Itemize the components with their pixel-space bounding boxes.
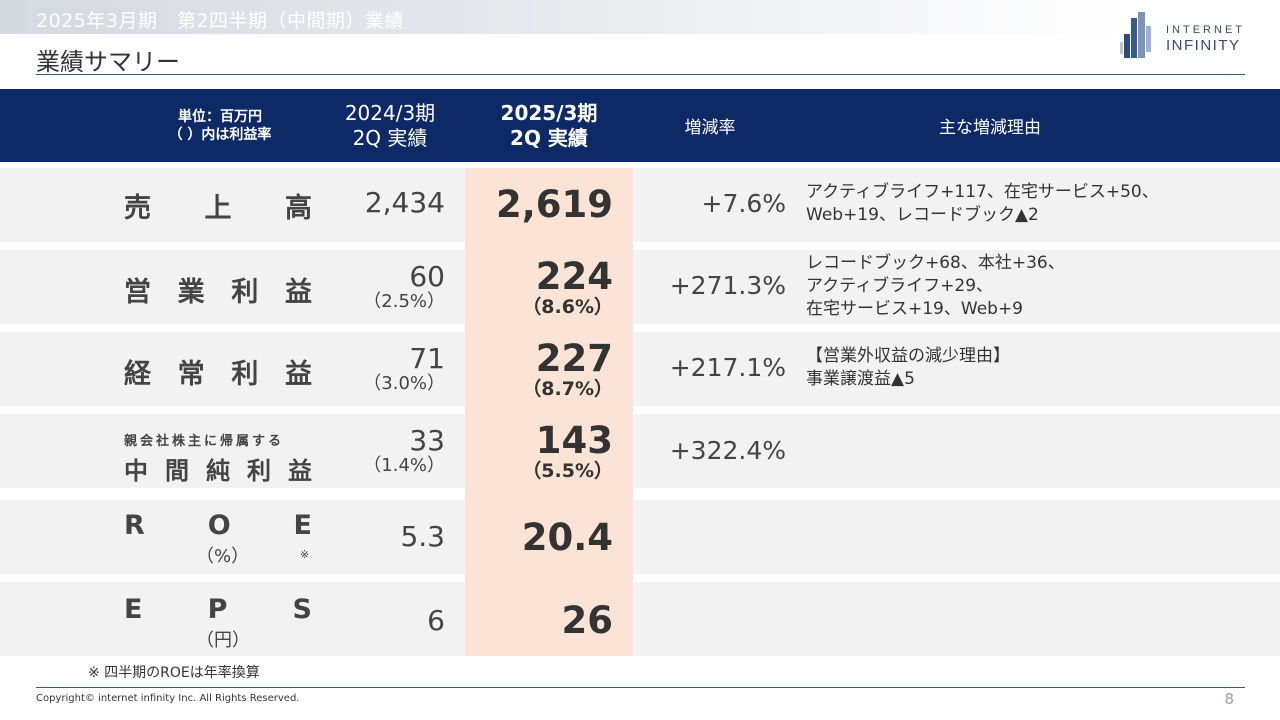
copyright-text: Copyright© internet infinity Inc. All Ri… bbox=[36, 693, 300, 704]
title-divider bbox=[36, 74, 1245, 75]
prev-value-sales: 2,434 bbox=[364, 186, 445, 219]
table-row bbox=[0, 500, 1280, 574]
current-period-highlight bbox=[465, 168, 633, 656]
rate-ordinary-profit: +217.1% bbox=[669, 353, 786, 382]
table-row bbox=[0, 332, 1280, 406]
cur-value-eps: 26 bbox=[561, 599, 614, 642]
reason-header: 主な増減理由 bbox=[939, 118, 1041, 138]
roe-unit: （%） bbox=[196, 546, 250, 567]
rate-operating-profit: +271.3% bbox=[669, 271, 786, 300]
row-label-sales: 売上高 bbox=[124, 193, 312, 224]
prev-value-roe: 5.3 bbox=[400, 520, 445, 553]
roe-note-mark: ※ bbox=[300, 548, 310, 561]
table-header: 単位：百万円 （ ）内は利益率 2024/3期 2Q 実績 2025/3期 2Q… bbox=[0, 89, 1280, 162]
prev-value-net-income: 33 （1.4%） bbox=[363, 424, 445, 476]
building-logo-icon bbox=[1120, 12, 1151, 58]
table-row bbox=[0, 250, 1280, 324]
footer-divider bbox=[36, 687, 1245, 688]
change-rate-header: 増減率 bbox=[684, 118, 736, 138]
cur-value-operating-profit: 224 （8.6%） bbox=[522, 255, 613, 319]
unit-header: 単位：百万円 （ ）内は利益率 bbox=[168, 108, 272, 143]
reason-operating-profit: レコードブック+68、本社+36、 アクティブライフ+29、 在宅サービス+19、W… bbox=[806, 253, 1065, 319]
reason-sales: アクティブライフ+117、在宅サービス+50、 Web+19、レコードブック▲2 bbox=[806, 182, 1159, 225]
eps-unit: （円） bbox=[196, 630, 250, 651]
row-label-ordinary-profit: 経常利益 bbox=[124, 359, 312, 390]
roe-footnote: ※ 四半期のROEは年率換算 bbox=[88, 665, 260, 681]
company-logo: INTERNET INFINITY bbox=[1118, 12, 1248, 60]
page-number: 8 bbox=[1224, 690, 1234, 708]
cur-value-sales: 2,619 bbox=[495, 183, 613, 226]
cur-value-ordinary-profit: 227 （8.7%） bbox=[522, 337, 613, 401]
section-title: 2025年3月期 第2四半期（中間期）業績 bbox=[36, 10, 405, 32]
title-band bbox=[0, 0, 1280, 34]
logo-text-internet: INTERNET bbox=[1166, 24, 1245, 36]
logo-text-infinity: INFINITY bbox=[1166, 37, 1241, 54]
rate-net-income: +322.4% bbox=[669, 436, 786, 465]
cur-value-roe: 20.4 bbox=[521, 516, 613, 559]
row-label-operating-profit: 営業利益 bbox=[124, 277, 312, 308]
table-row bbox=[0, 582, 1280, 656]
rate-sales: +7.6% bbox=[701, 189, 786, 218]
cur-value-net-income: 143 （5.5%） bbox=[522, 419, 613, 483]
prev-value-ordinary-profit: 71 （3.0%） bbox=[363, 342, 445, 394]
row-label-net-income: 親会社株主に帰属する 中間純利益 bbox=[124, 434, 312, 485]
prev-value-eps: 6 bbox=[427, 604, 445, 637]
prev-period-header: 2024/3期 2Q 実績 bbox=[344, 100, 436, 150]
reason-ordinary-profit: 【営業外収益の減少理由】 事業譲渡益▲5 bbox=[806, 346, 1010, 389]
table-row bbox=[0, 414, 1280, 488]
table-row bbox=[0, 168, 1280, 242]
prev-value-operating-profit: 60 （2.5%） bbox=[363, 260, 445, 312]
current-period-header: 2025/3期 2Q 実績 bbox=[500, 100, 598, 150]
page-title: 業績サマリー bbox=[36, 48, 180, 76]
